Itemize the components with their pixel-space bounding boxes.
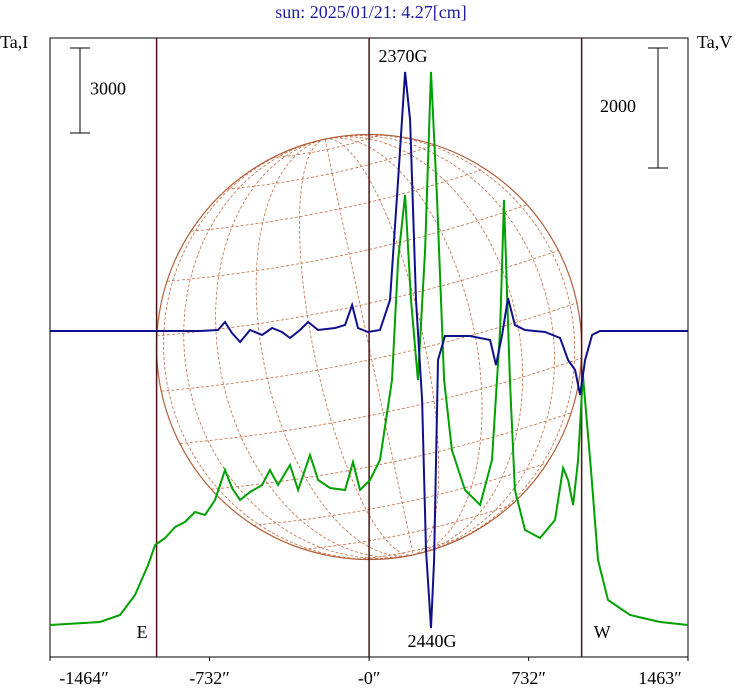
y-axis-label: Ta,I	[0, 32, 28, 52]
meridian	[324, 137, 483, 556]
meridian	[183, 138, 414, 559]
parallel	[190, 168, 485, 232]
annotation: 2440G	[408, 631, 457, 651]
limb-circle	[155, 133, 583, 561]
x-tick-label: -0″	[358, 668, 381, 688]
meridian	[255, 138, 414, 557]
data-line	[50, 71, 688, 629]
limb-label: E	[137, 622, 148, 642]
x-tick-label: -1464″	[59, 668, 109, 688]
parallel	[161, 302, 578, 392]
meridian	[163, 138, 414, 560]
meridian	[299, 138, 414, 556]
x-tick-label: 1463″	[638, 668, 682, 688]
annotation: 2370G	[379, 46, 428, 66]
meridian	[324, 135, 555, 556]
scale-bar-label: 3000	[90, 79, 126, 99]
limb-label: W	[594, 622, 611, 642]
meridian	[324, 138, 440, 556]
y2-axis-label: Ta,V	[697, 32, 732, 52]
data-line	[49, 71, 689, 626]
meridian	[324, 136, 523, 556]
parallel	[211, 412, 572, 490]
parallel	[179, 357, 582, 444]
chart-title: sun: 2025/01/21: 4.27[cm]	[275, 2, 467, 22]
annotation-bg	[398, 632, 466, 654]
parallel	[272, 134, 381, 159]
annotation-bg	[370, 48, 436, 68]
meridian	[324, 134, 576, 556]
x-tick-label: 732″	[511, 668, 546, 688]
meridian	[215, 138, 414, 558]
parallel	[226, 144, 435, 190]
parallel	[303, 504, 512, 550]
scale-bar-label: 2000	[600, 96, 636, 116]
parallel	[253, 462, 548, 526]
x-tick-label: -732″	[189, 668, 230, 688]
